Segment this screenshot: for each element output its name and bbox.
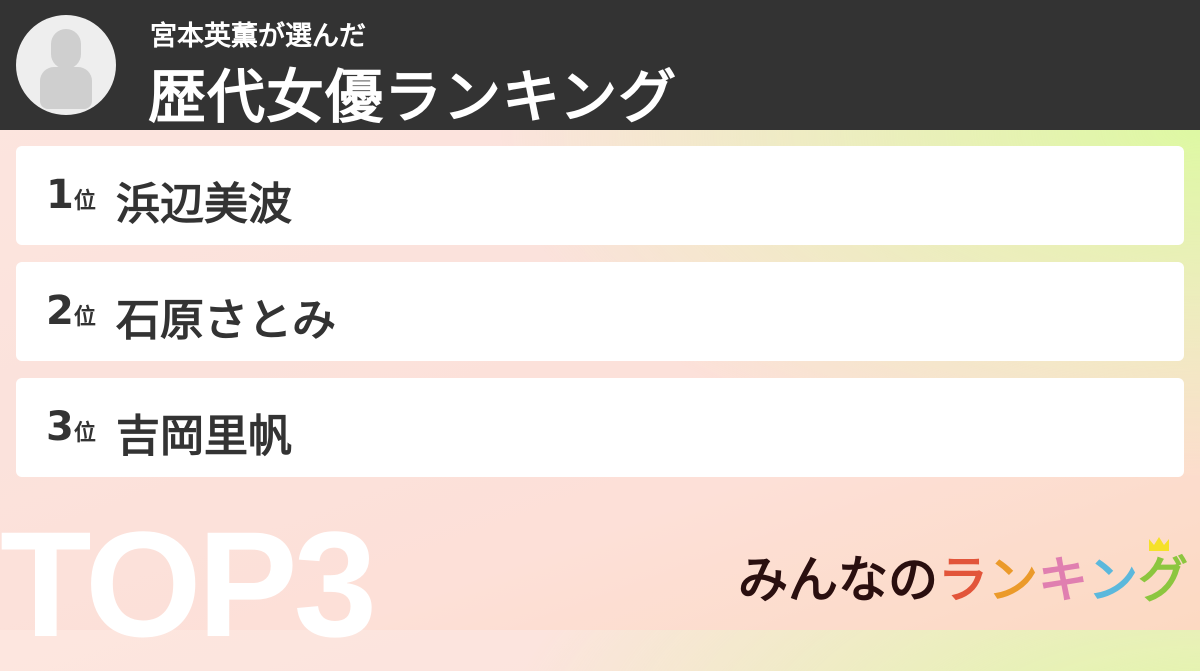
ranking-item[interactable]: 2位 石原さとみ	[16, 262, 1184, 361]
ranking-item[interactable]: 3位 吉岡里帆	[16, 378, 1184, 477]
page-subtitle: 宮本英薫が選んだ	[150, 21, 366, 52]
logo-char: グ	[1138, 551, 1188, 609]
rank-label: 2位	[46, 288, 96, 334]
user-silhouette-body	[40, 67, 92, 109]
rank-label: 3位	[46, 404, 96, 450]
logo-char: ン	[988, 551, 1038, 609]
avatar	[16, 15, 116, 115]
page-title: 歴代女優ランキング	[148, 63, 678, 131]
logo-char: ラ	[938, 551, 988, 609]
ranking-name: 石原さとみ	[116, 295, 336, 346]
header: 宮本英薫が選んだ 歴代女優ランキング	[0, 0, 1200, 131]
ranking-name: 浜辺美波	[116, 179, 292, 230]
user-silhouette-icon	[51, 29, 81, 69]
top3-badge: TOP3	[0, 500, 377, 668]
crown-icon	[1149, 537, 1169, 551]
site-logo[interactable]: みんなのランキング	[738, 540, 1188, 612]
logo-char: ン	[1088, 551, 1138, 609]
ranking-name: 吉岡里帆	[116, 411, 292, 462]
logo-char: キ	[1038, 551, 1088, 609]
ranking-item[interactable]: 1位 浜辺美波	[16, 146, 1184, 245]
logo-prefix: みんなの	[738, 551, 938, 609]
rank-label: 1位	[46, 172, 96, 218]
